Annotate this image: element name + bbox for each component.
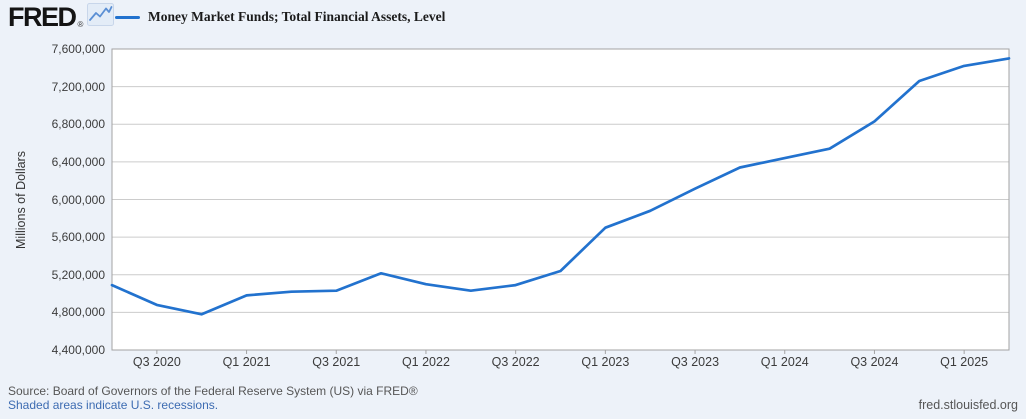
y-tick-label: 5,200,000 (51, 267, 105, 282)
y-tick-label: 6,400,000 (51, 154, 105, 169)
recession-note-link[interactable]: Shaded areas indicate U.S. recessions. (8, 398, 219, 412)
legend-series-label: Money Market Funds; Total Financial Asse… (148, 9, 446, 24)
fred-logo-text: FRED (8, 2, 77, 32)
fred-logo[interactable]: FRED ® (8, 2, 115, 32)
x-tick-label: Q1 2022 (401, 355, 450, 369)
x-tick-label: Q3 2024 (850, 355, 899, 369)
y-tick-label: 5,600,000 (51, 230, 105, 245)
x-tick-label: Q3 2020 (132, 355, 181, 369)
x-tick-label: Q3 2022 (491, 355, 540, 369)
source-text: Source: Board of Governors of the Federa… (8, 384, 418, 398)
y-tick-label: 7,600,000 (51, 42, 105, 56)
chart-line (110, 57, 1011, 316)
x-tick-label: Q1 2024 (760, 355, 809, 369)
y-tick-label: 4,800,000 (51, 305, 105, 320)
x-tick-label: Q1 2023 (581, 355, 630, 369)
y-tick-label: 7,200,000 (51, 79, 105, 94)
site-url[interactable]: fred.stlouisfed.org (918, 398, 1018, 412)
legend: Money Market Funds; Total Financial Asse… (115, 9, 445, 25)
registered-trademark-icon: ® (77, 20, 84, 29)
x-tick-label: Q3 2023 (671, 355, 720, 369)
x-tick-label: Q3 2021 (312, 355, 361, 369)
y-tick-label: 4,400,000 (51, 343, 105, 357)
fred-logo-chart-icon (87, 3, 115, 31)
y-tick-label: 6,800,000 (51, 117, 105, 132)
x-tick-label: Q1 2025 (940, 355, 989, 369)
x-tick-label: Q1 2021 (222, 355, 271, 369)
y-tick-label: 6,000,000 (51, 192, 105, 207)
legend-line-swatch (115, 15, 140, 19)
plot-border (111, 48, 1010, 351)
